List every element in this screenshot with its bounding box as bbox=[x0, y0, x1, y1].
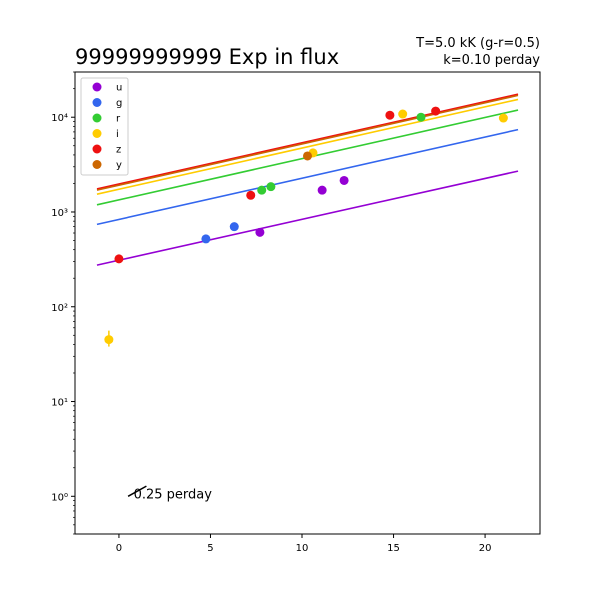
data-point-g-0 bbox=[201, 234, 211, 244]
plot-frame bbox=[74, 71, 541, 535]
y-tick-label-1: 10¹ bbox=[51, 398, 68, 409]
fit-line-i bbox=[96, 98, 519, 195]
data-point-r-1 bbox=[266, 182, 276, 192]
legend-marker-u bbox=[92, 82, 102, 92]
data-point-i-3 bbox=[498, 113, 508, 123]
legend-label-y: y bbox=[116, 160, 122, 171]
chart-subtitle-line-1: T=5.0 kK (g-r=0.5) bbox=[415, 36, 540, 51]
data-point-r-0 bbox=[257, 185, 267, 195]
data-point-z-3 bbox=[431, 106, 441, 116]
fit-line-g bbox=[96, 128, 519, 226]
plot-marks bbox=[96, 93, 519, 347]
x-tick-label-4: 20 bbox=[479, 543, 492, 554]
legend-marker-i bbox=[92, 129, 102, 138]
data-point-i-2 bbox=[398, 109, 408, 119]
legend-marker-y bbox=[92, 160, 102, 169]
data-point-z-1 bbox=[246, 190, 256, 200]
y-tick-label-4: 10⁴ bbox=[51, 113, 68, 124]
legend-label-r: r bbox=[116, 114, 121, 125]
chart-subtitle-line-2: k=0.10 perday bbox=[443, 53, 540, 68]
legend-marker-r bbox=[92, 113, 102, 123]
x-tick-label-2: 10 bbox=[296, 543, 309, 554]
data-point-z-2 bbox=[385, 110, 395, 120]
fit-line-u bbox=[96, 170, 519, 266]
legend-label-u: u bbox=[116, 83, 122, 94]
annotation-text: 0.25 perday bbox=[134, 487, 213, 502]
data-point-y-0 bbox=[303, 151, 312, 161]
data-point-i-0 bbox=[104, 335, 114, 345]
data-point-u-0 bbox=[255, 227, 265, 237]
legend-label-z: z bbox=[116, 145, 121, 156]
y-tick-label-3: 10³ bbox=[51, 208, 68, 219]
chart-title: 99999999999 Exp in flux bbox=[75, 45, 339, 69]
x-tick-label-3: 15 bbox=[387, 543, 400, 554]
axes: 0 5 10 15 20 10⁰ 10¹ 10² 10³ 10⁴ bbox=[51, 71, 492, 554]
legend-label-i: i bbox=[116, 129, 119, 140]
annotation-group: 0.25 perday bbox=[127, 485, 213, 502]
data-point-u-1 bbox=[317, 185, 327, 195]
x-tick-label-1: 5 bbox=[207, 543, 213, 554]
data-point-z-0 bbox=[114, 254, 124, 264]
y-tick-label-0: 10⁰ bbox=[51, 492, 68, 503]
data-point-r-2 bbox=[416, 112, 426, 122]
legend-marker-z bbox=[92, 144, 102, 154]
data-point-u-2 bbox=[339, 175, 349, 185]
fit-line-z bbox=[96, 93, 519, 190]
x-tick-label-0: 0 bbox=[116, 543, 122, 554]
slope-marker-line bbox=[127, 485, 147, 497]
legend-label-g: g bbox=[116, 98, 122, 109]
legend-marker-g bbox=[92, 98, 102, 107]
data-point-g-1 bbox=[229, 222, 239, 232]
y-tick-label-2: 10² bbox=[51, 303, 68, 314]
fit-line-y bbox=[96, 94, 519, 191]
